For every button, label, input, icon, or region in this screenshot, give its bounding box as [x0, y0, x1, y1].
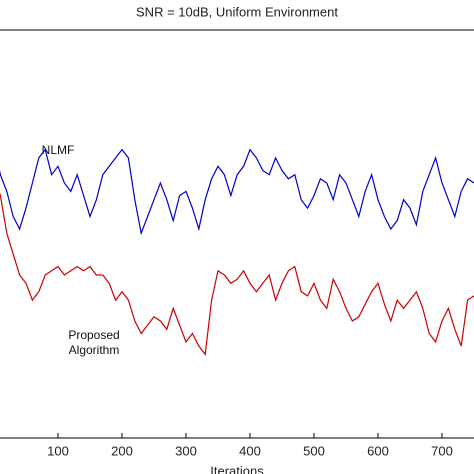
x-tick-label: 100 — [47, 443, 69, 458]
x-axis-label: Iterations — [210, 463, 264, 474]
x-tick-label: 300 — [175, 443, 197, 458]
x-tick-label: 400 — [239, 443, 261, 458]
series-line — [0, 148, 474, 236]
x-tick-label: 500 — [303, 443, 325, 458]
annotation: Proposed Algorithm — [68, 328, 120, 357]
x-tick-label: 700 — [431, 443, 453, 458]
chart-title: SNR = 10dB, Uniform Environment — [136, 4, 338, 19]
series-line — [0, 192, 474, 356]
annotation: NLMF — [41, 143, 75, 157]
x-tick-label: 600 — [367, 443, 389, 458]
x-tick-label: 200 — [111, 443, 133, 458]
